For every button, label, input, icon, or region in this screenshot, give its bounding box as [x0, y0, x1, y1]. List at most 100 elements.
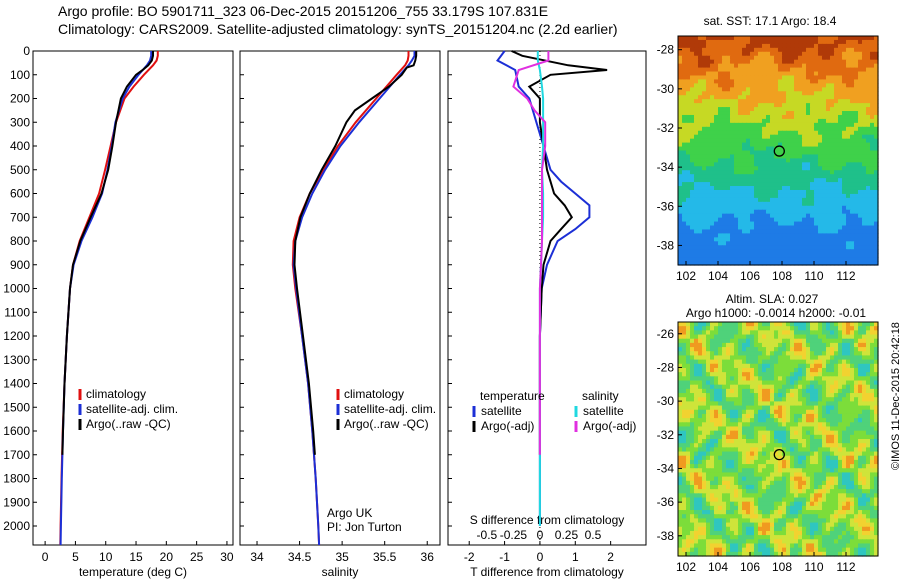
sst_map-image	[678, 36, 879, 266]
sla_map-ytick-label: -34	[657, 461, 675, 475]
temperature-ytick-label: 1500	[3, 400, 30, 414]
difference-top-tick-label: 0.25	[555, 528, 579, 542]
salinity-xtick-label: 35	[335, 550, 349, 564]
difference-plot-frame	[447, 50, 647, 546]
difference-top-xlabel: S difference from climatology	[470, 513, 625, 527]
sst_map-ytick-label: -30	[657, 82, 675, 96]
salinity-xlabel: salinity	[322, 565, 359, 579]
salinity-legend-label: Argo(..raw -QC)	[344, 417, 429, 431]
figure-title-line1: Argo profile: BO 5901711_323 06-Dec-2015…	[58, 3, 549, 19]
temperature-xtick-label: 15	[129, 550, 143, 564]
sst_map-xtick-label: 106	[740, 269, 760, 283]
temperature-xtick-label: 20	[160, 550, 174, 564]
temperature-ytick-label: 500	[10, 163, 30, 177]
figure-title-line2: Climatology: CARS2009. Satellite-adjuste…	[58, 21, 618, 37]
difference-legend-label: satellite	[583, 404, 624, 418]
sla_map-image	[678, 322, 879, 557]
temperature-legend-label: climatology	[86, 387, 146, 401]
difference-legend-label: Argo(-adj)	[481, 419, 534, 433]
sst_map-ytick-label: -28	[657, 43, 675, 57]
temperature-xlabel: temperature (deg C)	[79, 565, 187, 579]
temperature-ytick-label: 1700	[3, 448, 30, 462]
sst_map-xtick-label: 104	[708, 269, 728, 283]
sla-map-subtitle: Argo h1000: -0.0014 h2000: -0.01	[686, 306, 866, 320]
sst-map-title: sat. SST: 17.1 Argo: 18.4	[704, 14, 837, 28]
sla_map-ytick-label: -28	[657, 360, 675, 374]
sla_map-ytick-label: -32	[657, 428, 675, 442]
difference-legend-label: Argo(-adj)	[583, 419, 636, 433]
temperature-xtick-label: 10	[99, 550, 113, 564]
sst_map-xtick-label: 110	[804, 269, 823, 283]
difference-top-tick-label: -0.5	[477, 528, 498, 542]
sla_map-xtick-label: 104	[708, 560, 728, 574]
sst_map-xtick-label: 112	[836, 269, 855, 283]
temperature-legend-label: Argo(..raw -QC)	[86, 417, 171, 431]
temperature-xtick-label: 5	[72, 550, 79, 564]
temperature-ytick-label: 0	[23, 44, 30, 58]
sst_map-ytick-label: -38	[657, 238, 675, 252]
difference-top-tick-label: 0.5	[585, 528, 602, 542]
temperature-legend-label: satellite-adj. clim.	[86, 402, 178, 416]
salinity-xtick-label: 34	[250, 550, 264, 564]
temperature-ytick-label: 600	[10, 187, 30, 201]
salinity-xtick-label: 34.5	[288, 550, 312, 564]
temperature-ytick-label: 2000	[3, 519, 30, 533]
sla-map-title: Altim. SLA: 0.027	[726, 292, 819, 306]
sst_map-ytick-label: -32	[657, 121, 675, 135]
temperature-ytick-label: 1300	[3, 353, 30, 367]
sst_map-ytick-label: -34	[657, 160, 675, 174]
argo-uk-label: Argo UK	[327, 506, 372, 520]
temperature-ytick-label: 1000	[3, 282, 30, 296]
temperature-ytick-label: 1900	[3, 495, 30, 509]
salinity-series-argo	[293, 51, 418, 455]
sst_map-ytick-label: -36	[657, 199, 675, 213]
salinity-legend-label: climatology	[344, 387, 404, 401]
difference-legend-header-temperature: temperature	[480, 389, 545, 403]
temperature-plot-frame	[32, 50, 234, 546]
temperature-ytick-label: 1600	[3, 424, 30, 438]
difference-series-S-argo	[512, 51, 550, 455]
difference-top-tick-label: -0.25	[500, 528, 528, 542]
sla_map-ytick-label: -36	[657, 495, 675, 509]
temperature-ytick-label: 1800	[3, 472, 30, 486]
salinity-legend-label: satellite-adj. clim.	[344, 402, 436, 416]
difference-top-tick-label: 0	[537, 528, 544, 542]
sla_map-argo-marker	[773, 448, 785, 461]
temperature-ytick-label: 800	[10, 234, 30, 248]
difference-legend-label: satellite	[481, 404, 522, 418]
temperature-ytick-label: 700	[10, 210, 30, 224]
temperature-ytick-label: 1400	[3, 377, 30, 391]
sla_map-ytick-label: -30	[657, 394, 675, 408]
temperature-ytick-label: 300	[10, 115, 30, 129]
temperature-series-argo	[61, 51, 154, 455]
sla_map-xtick-label: 106	[740, 560, 760, 574]
temperature-ytick-label: 1200	[3, 329, 30, 343]
salinity-plot-frame	[239, 50, 441, 546]
temperature-ytick-label: 100	[10, 68, 30, 82]
temperature-ytick-label: 900	[10, 258, 30, 272]
difference-xlabel: T difference from climatology	[470, 565, 624, 579]
difference-xtick-label: 1	[572, 550, 579, 564]
sla_map-xtick-label: 110	[804, 560, 823, 574]
sst_map-argo-marker	[773, 145, 785, 157]
difference-xtick-label: 0	[537, 550, 544, 564]
sla_map-xtick-label: 102	[676, 560, 696, 574]
sla_map-xtick-label: 108	[772, 560, 792, 574]
temperature-xtick-label: 0	[42, 550, 49, 564]
sst_map-xtick-label: 102	[676, 269, 696, 283]
temperature-xtick-label: 25	[190, 550, 204, 564]
difference-legend-header-salinity: salinity	[582, 389, 619, 403]
sst_map-xtick-label: 108	[772, 269, 792, 283]
difference-xtick-label: -2	[464, 550, 475, 564]
salinity-xtick-label: 35.5	[373, 550, 397, 564]
sla_map-ytick-label: -38	[657, 529, 675, 543]
salinity-xtick-label: 36	[421, 550, 435, 564]
sla_map-xtick-label: 112	[836, 560, 855, 574]
sla_map-ytick-label: -26	[657, 327, 675, 341]
temperature-ytick-label: 400	[10, 139, 30, 153]
temperature-ytick-label: 1100	[4, 305, 30, 319]
difference-xtick-label: 2	[607, 550, 614, 564]
sst_map-frame	[677, 35, 879, 266]
pi-label: PI: Jon Turton	[327, 520, 402, 534]
